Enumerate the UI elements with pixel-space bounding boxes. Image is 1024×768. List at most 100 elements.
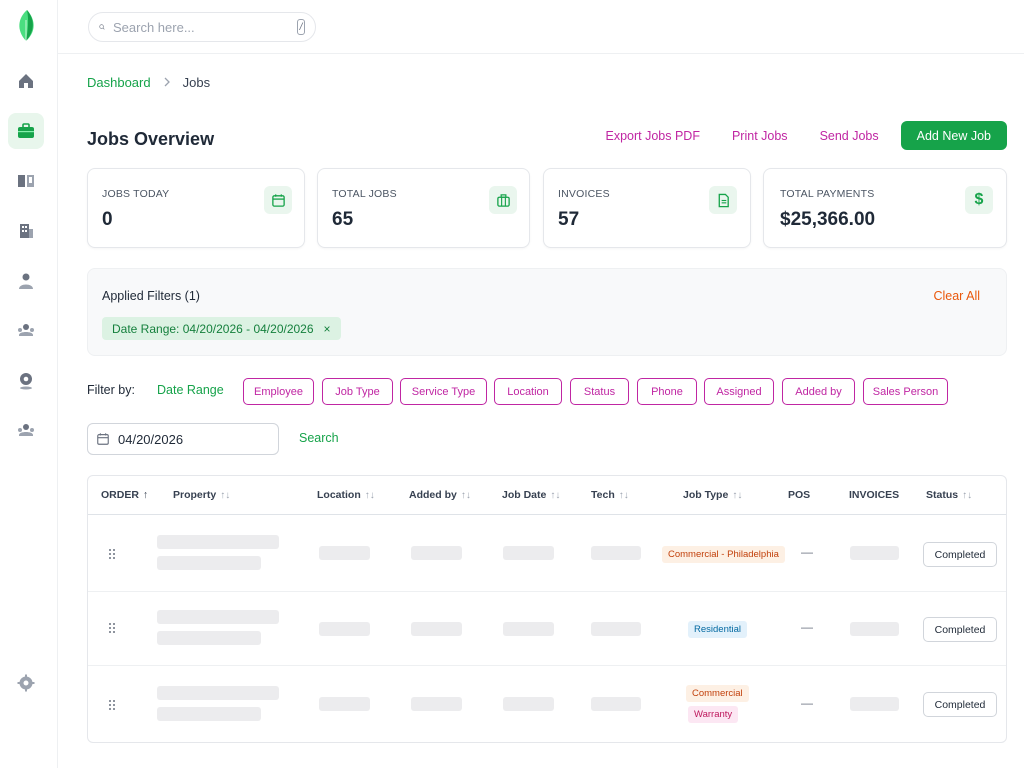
- drag-handle-icon[interactable]: [108, 622, 116, 634]
- search-input[interactable]: [113, 20, 289, 35]
- leaf-logo-icon[interactable]: [14, 8, 40, 44]
- filter-pill-added-by[interactable]: Added by: [782, 378, 855, 405]
- filter-by-label: Filter by:: [87, 383, 135, 397]
- added-by-placeholder: [411, 546, 462, 560]
- page-title: Jobs Overview: [87, 129, 214, 150]
- added-by-placeholder: [411, 697, 462, 711]
- sidebar-item-buildings[interactable]: [8, 213, 44, 249]
- sidebar-item-home[interactable]: [8, 63, 44, 99]
- job-type-tag: Warranty: [688, 706, 738, 723]
- search-button[interactable]: Search: [299, 431, 339, 445]
- sidebar-item-team[interactable]: [8, 413, 44, 449]
- stat-card-total-payments: TOTAL PAYMENTS $25,366.00 $: [763, 168, 1007, 248]
- filter-pill-location[interactable]: Location: [494, 378, 562, 405]
- col-status[interactable]: Status ↑↓: [926, 489, 972, 501]
- filter-pill-service-type[interactable]: Service Type: [400, 378, 487, 405]
- breadcrumb-current: Jobs: [183, 75, 210, 90]
- sidebar-item-worker[interactable]: [8, 263, 44, 299]
- filter-chip-date-range: Date Range: 04/20/2026 - 04/20/2026 ×: [102, 317, 341, 340]
- send-jobs-link[interactable]: Send Jobs: [820, 129, 879, 143]
- stat-value: 57: [558, 209, 579, 231]
- add-new-job-button[interactable]: Add New Job: [901, 121, 1007, 150]
- sidebar-item-book[interactable]: [8, 163, 44, 199]
- sort-icon: ↑↓: [550, 490, 560, 501]
- sort-icon: ↑↓: [461, 490, 471, 501]
- filter-pill-status[interactable]: Status: [570, 378, 629, 405]
- col-job-type[interactable]: Job Type ↑↓: [683, 489, 742, 501]
- search-icon: [99, 20, 105, 34]
- sort-icon: ↑↓: [365, 490, 375, 501]
- sort-icon: ↑↓: [962, 490, 972, 501]
- filter-pill-job-type[interactable]: Job Type: [322, 378, 393, 405]
- location-placeholder: [319, 546, 370, 560]
- stat-card-invoices: INVOICES 57: [543, 168, 751, 248]
- sidebar-item-locations[interactable]: [8, 363, 44, 399]
- clear-all-button[interactable]: Clear All: [933, 289, 980, 303]
- table-row[interactable]: Commercial - Philadelphia — Completed: [88, 515, 1006, 592]
- stat-label: INVOICES: [558, 188, 610, 200]
- sidebar-item-settings[interactable]: [8, 665, 44, 701]
- col-tech[interactable]: Tech ↑↓: [591, 489, 629, 501]
- book-icon: [16, 171, 36, 191]
- pos-value: —: [801, 620, 813, 634]
- col-property[interactable]: Property ↑↓: [173, 489, 230, 501]
- stat-card-jobs-today: JOBS TODAY 0: [87, 168, 305, 248]
- sort-icon: ↑↓: [619, 490, 629, 501]
- status-button[interactable]: Completed: [923, 692, 997, 717]
- col-added-by[interactable]: Added by ↑↓: [409, 489, 471, 501]
- invoices-placeholder: [850, 622, 899, 636]
- search-box[interactable]: /: [88, 12, 316, 42]
- document-icon: [709, 186, 737, 214]
- filter-pill-sales-person[interactable]: Sales Person: [863, 378, 948, 405]
- property-placeholder: [157, 631, 261, 645]
- building-icon: [16, 221, 36, 241]
- table-row[interactable]: Residential — Completed: [88, 592, 1006, 666]
- export-pdf-link[interactable]: Export Jobs PDF: [605, 129, 699, 143]
- drag-handle-icon[interactable]: [108, 699, 116, 711]
- col-pos: POS: [788, 489, 810, 501]
- pos-value: —: [801, 696, 813, 710]
- table-row[interactable]: Commercial Warranty — Completed: [88, 666, 1006, 743]
- home-icon: [16, 71, 36, 91]
- sidebar-item-users[interactable]: [8, 313, 44, 349]
- calendar-icon: [96, 432, 110, 446]
- col-location[interactable]: Location ↑↓: [317, 489, 375, 501]
- property-placeholder: [157, 686, 279, 700]
- col-order[interactable]: ORDER ↑: [101, 489, 148, 501]
- gear-icon: [16, 673, 36, 693]
- sidebar-item-jobs[interactable]: [8, 113, 44, 149]
- status-button[interactable]: Completed: [923, 542, 997, 567]
- user-icon: [16, 271, 36, 291]
- filter-pill-assigned[interactable]: Assigned: [704, 378, 774, 405]
- date-field[interactable]: 04/20/2026: [87, 423, 279, 455]
- col-invoices: INVOICES: [849, 489, 899, 501]
- stat-value: 0: [102, 209, 113, 231]
- filter-date-range[interactable]: Date Range: [157, 383, 224, 397]
- stat-card-total-jobs: TOTAL JOBS 65: [317, 168, 530, 248]
- stat-value: 65: [332, 209, 353, 231]
- sort-icon: ↑↓: [732, 490, 742, 501]
- job-type-tag: Commercial - Philadelphia: [662, 546, 785, 563]
- shortcut-key: /: [297, 19, 305, 35]
- arrow-up-icon: ↑: [143, 489, 148, 501]
- print-jobs-link[interactable]: Print Jobs: [732, 129, 788, 143]
- close-icon[interactable]: ×: [324, 322, 331, 336]
- chevron-right-icon: [163, 76, 171, 90]
- tech-placeholder: [591, 697, 641, 711]
- team-icon: [16, 421, 36, 441]
- tech-placeholder: [591, 622, 641, 636]
- applied-filters-panel: Applied Filters (1) Clear All Date Range…: [87, 268, 1007, 356]
- invoices-placeholder: [850, 697, 899, 711]
- filter-pill-employee[interactable]: Employee: [243, 378, 314, 405]
- tech-placeholder: [591, 546, 641, 560]
- breadcrumb-dashboard[interactable]: Dashboard: [87, 75, 151, 90]
- sort-icon: ↑↓: [220, 490, 230, 501]
- drag-handle-icon[interactable]: [108, 548, 116, 560]
- invoices-placeholder: [850, 546, 899, 560]
- stat-value: $25,366.00: [780, 209, 875, 231]
- job-type-tag: Residential: [688, 621, 747, 638]
- filter-pill-phone[interactable]: Phone: [637, 378, 697, 405]
- status-button[interactable]: Completed: [923, 617, 997, 642]
- col-job-date[interactable]: Job Date ↑↓: [502, 489, 560, 501]
- stat-label: TOTAL PAYMENTS: [780, 188, 874, 200]
